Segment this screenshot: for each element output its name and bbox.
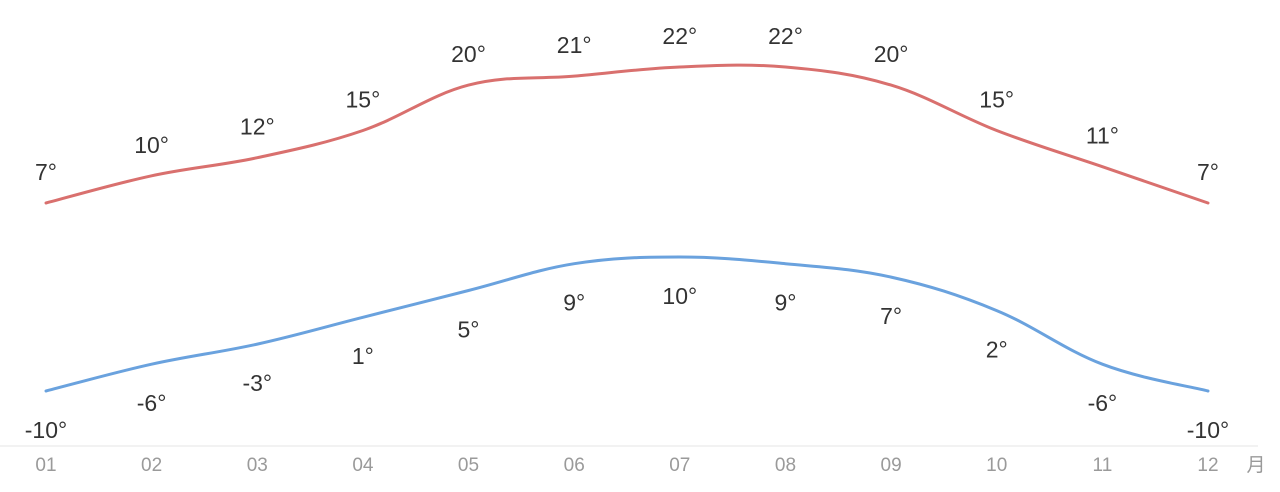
low-data-label: -10°: [1187, 417, 1229, 443]
high-temperature-line: [44, 63, 1210, 205]
x-tick-label: 01: [35, 455, 56, 476]
low-data-label: -6°: [137, 390, 167, 416]
low-temperature-line: [44, 255, 1210, 393]
high-data-label: 20°: [451, 41, 486, 67]
low-data-label: 5°: [458, 316, 480, 342]
low-data-label: 1°: [352, 343, 374, 369]
low-data-label: 10°: [662, 283, 697, 309]
x-tick-label: 09: [881, 455, 902, 476]
high-data-label: 15°: [346, 87, 381, 113]
x-tick-label: 06: [564, 455, 585, 476]
low-data-label: 2°: [986, 336, 1008, 362]
low-data-label: -6°: [1088, 390, 1118, 416]
x-tick-label: 10: [986, 455, 1007, 476]
high-data-label: 7°: [35, 159, 57, 185]
low-data-label: 7°: [880, 303, 902, 329]
x-tick-label: 03: [247, 455, 268, 476]
series-lines: [44, 63, 1210, 393]
x-tick-label: 07: [669, 455, 690, 476]
x-tick-label: 08: [775, 455, 796, 476]
high-data-label: 10°: [134, 132, 169, 158]
high-data-label: 21°: [557, 32, 592, 58]
high-data-label: 12°: [240, 114, 275, 140]
x-axis-unit: 月: [1246, 455, 1265, 476]
high-data-label: 22°: [768, 23, 803, 49]
x-tick-label: 05: [458, 455, 479, 476]
high-data-label: 22°: [662, 23, 697, 49]
x-axis-ticks: 01 02 03 04 05 06 07 08 09 10 11 12: [35, 455, 1218, 476]
low-data-label: 9°: [775, 289, 797, 315]
high-data-label: 11°: [1086, 123, 1119, 149]
data-labels: 7° 10° 12° 15° 20° 21° 22° 22° 20° 15° 11° 7° -10° -6…: [25, 23, 1229, 443]
x-tick-label: 11: [1093, 455, 1113, 476]
low-data-label: -10°: [25, 417, 67, 443]
high-data-label: 7°: [1197, 159, 1219, 185]
x-tick-label: 04: [352, 455, 374, 476]
x-tick-label: 12: [1197, 455, 1218, 476]
high-data-label: 20°: [874, 41, 909, 67]
high-data-label: 15°: [979, 87, 1014, 113]
x-tick-label: 02: [141, 455, 162, 476]
low-data-label: 9°: [563, 289, 585, 315]
low-data-label: -3°: [242, 370, 272, 396]
